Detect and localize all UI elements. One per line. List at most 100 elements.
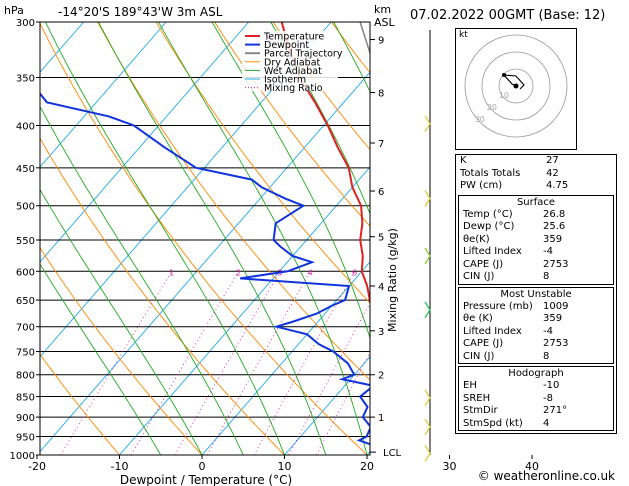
isotherm-line: [40, 22, 85, 73]
dry-adiabat-line: [214, 22, 370, 227]
surface-label: CIN (J): [463, 271, 495, 282]
km-tick-label: 8: [378, 89, 384, 100]
hodograph-trace: [502, 74, 525, 90]
km-tick-label: 5: [378, 233, 384, 244]
pressure-tick-label: 500: [16, 202, 35, 213]
km-tick-label: 3: [378, 327, 384, 338]
km-tick-label: 4: [378, 282, 384, 293]
pressure-tick-label: 800: [16, 371, 35, 382]
surface-row: Dewp (°C) 25.6: [459, 221, 613, 234]
most-unstable-value: 1009: [543, 300, 569, 312]
most-unstable-row: θe (K) 359: [459, 313, 613, 326]
km-tick-label: 6: [378, 187, 384, 198]
dry-adiabat-line: [40, 247, 203, 455]
plot-frame: [39, 21, 371, 456]
hodograph-label: EH: [463, 380, 477, 391]
temp-tick-label: 20: [360, 460, 374, 473]
km-unit: km: [374, 3, 392, 16]
pressure-tick-label: 400: [16, 121, 35, 132]
pressure-tick-label: 300: [16, 18, 35, 29]
surface-value: 359: [543, 233, 563, 245]
most-unstable-row: CAPE (J) 2753: [459, 338, 613, 351]
pressure-tick-label: 600: [16, 267, 35, 278]
temp-tick-label: 0: [199, 460, 206, 473]
index-label: PW (cm): [460, 180, 503, 191]
wind-profile: [424, 30, 431, 462]
surface-label: Lifted Index: [463, 246, 522, 257]
hodograph-center: [513, 83, 519, 89]
hodograph-ring-label: 20: [487, 103, 497, 112]
wind-barb-icon: [424, 190, 431, 207]
wet-adiabat-line: [40, 263, 162, 455]
index-value: 27: [546, 155, 559, 166]
mixing-ratio-line: [174, 271, 281, 455]
mixing-ratio-line: [253, 271, 355, 455]
hodograph-row: StmSpd (kt) 4: [459, 418, 613, 431]
legend-item: Isotherm: [264, 75, 306, 86]
mixing-ratio-line: [206, 271, 311, 455]
isotherm-line: [0, 22, 1, 455]
wet-adiabat-line: [40, 188, 203, 455]
legend-item: Parcel Trajectory: [264, 49, 343, 60]
surface-row: CAPE (J) 2753: [459, 259, 613, 272]
mixing-ratio-line: [288, 301, 370, 455]
legend-item: Wet Adiabat: [264, 66, 322, 77]
chart-axes: 3003504004505005506006507007508008509009…: [10, 18, 539, 473]
pressure-unit: hPa: [4, 4, 24, 17]
hodograph-value: 4: [543, 417, 550, 429]
chart-grid: 1 2 3 4 6 8 10 1 6 20 2 5: [0, 22, 418, 455]
mixing-ratio-line: [130, 271, 239, 455]
hodograph-ring-label: 30: [475, 115, 485, 124]
surface-value: 2753: [543, 258, 569, 270]
wind-barb-icon: [424, 389, 431, 407]
wet-adiabat-line: [158, 22, 368, 455]
legend-item: Temperature: [263, 32, 324, 43]
hodograph-unit: kt: [459, 30, 468, 40]
hodograph-title: Hodograph: [508, 368, 564, 379]
pressure-tick-label: 850: [16, 393, 35, 404]
hodograph-ring: [481, 51, 551, 121]
surface-value: 26.8: [543, 208, 566, 220]
pressure-tick-label: 650: [16, 296, 35, 307]
surface-row: Temp (°C) 26.8: [459, 209, 613, 222]
wet-adiabat-line: [333, 22, 370, 93]
most-unstable-row: Lifted Index -4: [459, 326, 613, 339]
indices-panel: K 27 Totals Totals 42 PW (cm) 4.75 Surface Te…: [455, 154, 617, 434]
datetime-title: 07.02.2022 00GMT (Base: 12): [410, 8, 606, 23]
surface-label: CAPE (J): [463, 258, 504, 270]
most-unstable-row: CIN (J) 8: [459, 351, 613, 364]
surface-title: Surface: [516, 196, 556, 208]
mixing-ratio-label: 2: [236, 268, 241, 277]
hodograph-ring: [464, 34, 568, 138]
hodograph-label: SREH: [463, 392, 491, 404]
most-unstable-label: Pressure (mb): [463, 300, 533, 312]
km-tick-label: 9: [378, 36, 384, 47]
most-unstable-value: 359: [543, 313, 563, 324]
temp-tick-label: 10: [278, 460, 292, 473]
isotherm-line: [40, 22, 167, 168]
wet-adiabat-line: [98, 22, 327, 455]
lcl-label: LCL: [383, 448, 402, 459]
hodograph-row: EH -10: [459, 380, 613, 393]
index-row: PW (cm) 4.75: [456, 180, 616, 193]
hodograph-value: -10: [543, 380, 560, 391]
pressure-tick-label: 550: [16, 236, 35, 247]
pressure-tick-label: 700: [16, 323, 35, 334]
location-title: -14°20'S 189°43'W 3m ASL: [58, 5, 223, 19]
mixing-ratio-label: 10: [408, 268, 418, 277]
surface-row: θe(K) 359: [459, 234, 613, 247]
km-tick-label: 1: [378, 413, 384, 424]
most-unstable-row: Pressure (mb) 1009: [459, 301, 613, 314]
isotherm-line: [40, 22, 250, 263]
temp-tick-label: 30: [443, 460, 457, 473]
pressure-tick-label: 750: [16, 348, 35, 359]
mixing-ratio-line: [60, 271, 172, 455]
hodograph-ring-label: 10: [499, 91, 509, 100]
isotherm-line: [40, 22, 332, 358]
legend-item: Dry Adiabat: [264, 57, 321, 68]
isotherm-line: [284, 356, 370, 455]
hodograph-row: StmDir 271°: [459, 405, 613, 418]
wind-barb-icon: [424, 247, 431, 265]
wet-adiabat-line: [270, 22, 370, 216]
index-label: Totals Totals: [460, 167, 521, 179]
